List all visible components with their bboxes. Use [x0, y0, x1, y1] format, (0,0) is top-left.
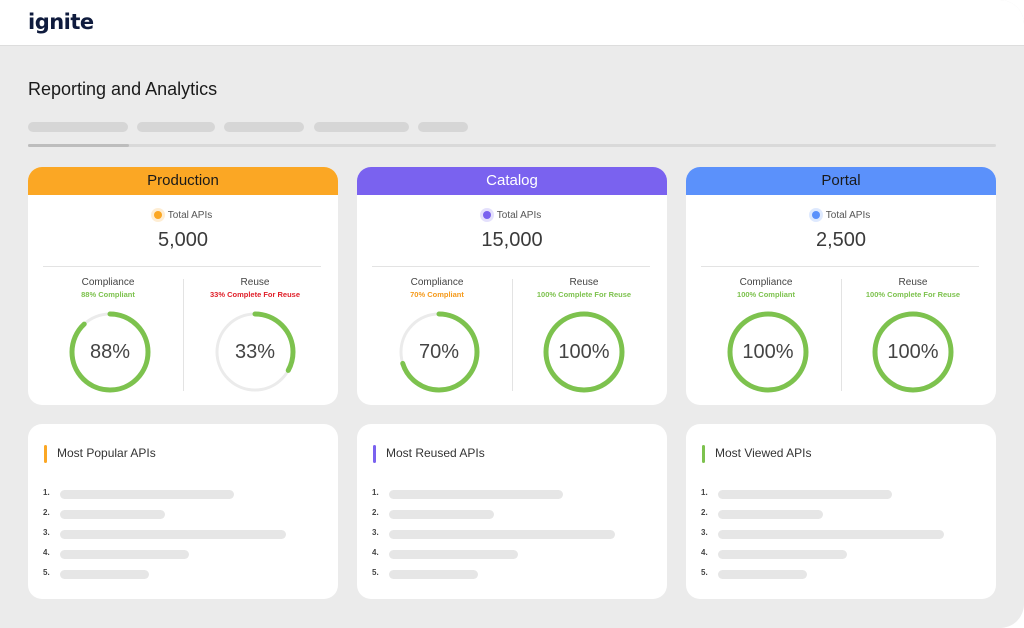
list-title: Most Viewed APIs: [715, 446, 812, 460]
progress-ring-graphic: [543, 311, 625, 393]
total-apis-label: Total APIs: [686, 210, 996, 221]
reuse-metric: Reuse 100% Complete For Reuse: [512, 277, 656, 301]
ring-progress-arc: [69, 311, 151, 393]
reuse-title: Reuse: [898, 277, 928, 288]
page-title: Reporting and Analytics: [28, 79, 218, 99]
most-reused-apis-card: Most Reused APIs 1. 2. 3. 4. 5.: [357, 424, 667, 599]
reuse-status: 100% Complete For Reuse: [536, 290, 632, 299]
tab-underline: [28, 144, 996, 147]
compliance-title: Compliance: [81, 277, 135, 288]
reuse-metric: Reuse 33% Complete For Reuse: [183, 277, 327, 301]
tab-placeholder[interactable]: [28, 122, 128, 132]
most-viewed-apis-card: Most Viewed APIs 1. 2. 3. 4. 5.: [686, 424, 996, 599]
compliance-status: 88% Compliant: [81, 290, 135, 299]
compliance-ring: 100%: [723, 307, 813, 397]
most-popular-apis-card: Most Popular APIs 1. 2. 3. 4. 5.: [28, 424, 338, 599]
ring-progress-arc: [214, 311, 296, 393]
compliance-ring: 88%: [65, 307, 155, 397]
reuse-metric: Reuse 100% Complete For Reuse: [841, 277, 985, 301]
compliance-ring: 70%: [394, 307, 484, 397]
reuse-status: 33% Complete For Reuse: [209, 290, 301, 299]
reuse-ring: 33%: [210, 307, 300, 397]
compliance-status: 70% Compliant: [410, 290, 464, 299]
total-apis-label: Total APIs: [357, 210, 667, 221]
divider: [701, 266, 979, 267]
divider: [43, 266, 321, 267]
progress-ring-graphic: [398, 311, 480, 393]
compliance-metric: Compliance 100% Compliant: [694, 277, 838, 301]
compliance-metric: Compliance 88% Compliant: [36, 277, 180, 301]
ignite-logo[interactable]: ignite: [28, 10, 94, 34]
reuse-ring: 100%: [539, 307, 629, 397]
top-bar: ignite: [0, 0, 1024, 46]
ring-progress-arc: [872, 311, 954, 393]
progress-ring-graphic: [727, 311, 809, 393]
tab-placeholder[interactable]: [137, 122, 215, 132]
total-apis-value: 2,500: [815, 229, 867, 251]
status-dot-icon: [482, 211, 491, 219]
progress-ring-graphic: [872, 311, 954, 393]
accent-bar: [373, 445, 376, 463]
tab-placeholder[interactable]: [314, 122, 409, 132]
card-header: Catalog: [357, 167, 667, 195]
total-apis-value: 15,000: [481, 229, 543, 251]
compliance-title: Compliance: [739, 277, 793, 288]
ring-progress-arc: [727, 311, 809, 393]
reuse-ring: 100%: [868, 307, 958, 397]
ring-percent-label: 100%: [742, 341, 794, 363]
ring-progress-arc: [543, 311, 625, 393]
ring-percent-label: 100%: [887, 341, 939, 363]
accent-bar: [702, 445, 705, 463]
total-apis-value: 5,000: [157, 229, 209, 251]
tab-placeholder[interactable]: [418, 122, 468, 132]
reuse-title: Reuse: [569, 277, 599, 288]
progress-ring-graphic: [69, 311, 151, 393]
list-title: Most Popular APIs: [57, 446, 156, 460]
ring-percent-label: 100%: [558, 341, 610, 363]
catalog-card: Catalog Total APIs 15,000 Compliance 70%…: [357, 167, 667, 405]
divider: [841, 279, 842, 391]
card-header: Production: [28, 167, 338, 195]
reuse-status: 100% Complete For Reuse: [865, 290, 961, 299]
status-dot-icon: [153, 211, 162, 219]
total-apis-label: Total APIs: [28, 210, 338, 221]
compliance-title: Compliance: [410, 277, 464, 288]
divider: [183, 279, 184, 391]
ring-percent-label: 70%: [418, 341, 460, 363]
list-title: Most Reused APIs: [386, 446, 485, 460]
reuse-title: Reuse: [240, 277, 270, 288]
ring-progress-arc: [398, 311, 480, 393]
card-header: Portal: [686, 167, 996, 195]
ring-percent-label: 33%: [234, 341, 276, 363]
progress-ring-graphic: [214, 311, 296, 393]
tab-placeholder[interactable]: [224, 122, 304, 132]
compliance-metric: Compliance 70% Compliant: [365, 277, 509, 301]
compliance-status: 100% Compliant: [737, 290, 795, 299]
tab-active-indicator: [28, 144, 129, 147]
status-dot-icon: [811, 211, 820, 219]
production-card: Production Total APIs 5,000 Compliance 8…: [28, 167, 338, 405]
divider: [372, 266, 650, 267]
portal-card: Portal Total APIs 2,500 Compliance 100% …: [686, 167, 996, 405]
ring-percent-label: 88%: [89, 341, 131, 363]
divider: [512, 279, 513, 391]
accent-bar: [44, 445, 47, 463]
